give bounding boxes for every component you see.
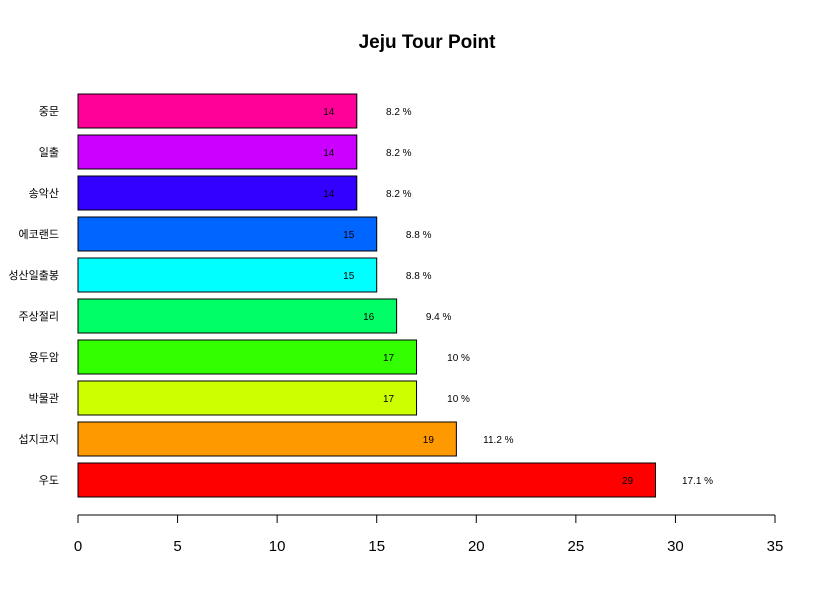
value-label: 16 bbox=[363, 312, 375, 323]
percent-label: 10 % bbox=[447, 394, 470, 405]
percent-label: 8.2 % bbox=[386, 148, 412, 159]
value-label: 19 bbox=[423, 435, 435, 446]
x-axis: 0 5 10 15 20 25 30 35 bbox=[74, 514, 784, 555]
bar-1 bbox=[77, 462, 657, 498]
value-label: 14 bbox=[323, 148, 335, 159]
chart-title: Jeju Tour Point bbox=[359, 32, 497, 53]
percent-label: 10 % bbox=[447, 353, 470, 364]
value-label: 15 bbox=[343, 230, 355, 241]
percent-label: 8.8 % bbox=[406, 230, 432, 241]
value-label: 14 bbox=[323, 189, 335, 200]
percent-label: 8.8 % bbox=[406, 271, 432, 282]
bar-10 bbox=[77, 93, 358, 129]
category-label: 섭지코지 bbox=[19, 433, 59, 446]
category-label: 박물관 bbox=[29, 392, 59, 405]
bar-7 bbox=[77, 216, 378, 252]
category-label: 주상절리 bbox=[19, 310, 59, 323]
category-label: 용두암 bbox=[29, 351, 59, 364]
x-tick-label: 5 bbox=[173, 538, 181, 555]
bar-2 bbox=[77, 421, 457, 457]
percent-label: 9.4 % bbox=[426, 312, 452, 323]
percent-label: 8.2 % bbox=[386, 189, 412, 200]
bar-9 bbox=[77, 134, 358, 170]
percent-label: 17.1 % bbox=[682, 476, 713, 487]
value-label: 17 bbox=[383, 353, 395, 364]
category-label: 송악산 bbox=[29, 187, 59, 200]
value-label: 29 bbox=[622, 476, 634, 487]
value-label: 17 bbox=[383, 394, 395, 405]
category-label: 일출 bbox=[39, 145, 59, 159]
category-label: 중문 bbox=[39, 105, 59, 118]
bar-4 bbox=[77, 339, 418, 375]
value-label: 14 bbox=[323, 107, 335, 118]
x-tick-label: 0 bbox=[74, 538, 82, 555]
value-label: 15 bbox=[343, 271, 355, 282]
percent-label: 11.2 % bbox=[483, 435, 513, 446]
bar-5 bbox=[77, 298, 398, 334]
x-tick-label: 30 bbox=[667, 538, 684, 555]
x-tick-label: 20 bbox=[468, 538, 485, 555]
category-label: 우도 bbox=[39, 474, 59, 487]
x-tick-label: 10 bbox=[269, 538, 286, 555]
bar-3 bbox=[77, 380, 418, 416]
bars-group: 우도 29 17.1 % 섭지코지 19 11.2 % 박물관 17 10 % 용두암 17 10 %… bbox=[8, 93, 713, 498]
bar-6 bbox=[77, 257, 378, 293]
category-label: 성산일출봉 bbox=[8, 268, 59, 282]
x-tick-label: 15 bbox=[368, 538, 385, 555]
percent-label: 8.2 % bbox=[386, 107, 412, 118]
category-label: 에코랜드 bbox=[19, 228, 59, 241]
x-tick-label: 35 bbox=[767, 538, 784, 555]
bar-8 bbox=[77, 175, 358, 211]
x-tick-label: 25 bbox=[568, 538, 585, 555]
